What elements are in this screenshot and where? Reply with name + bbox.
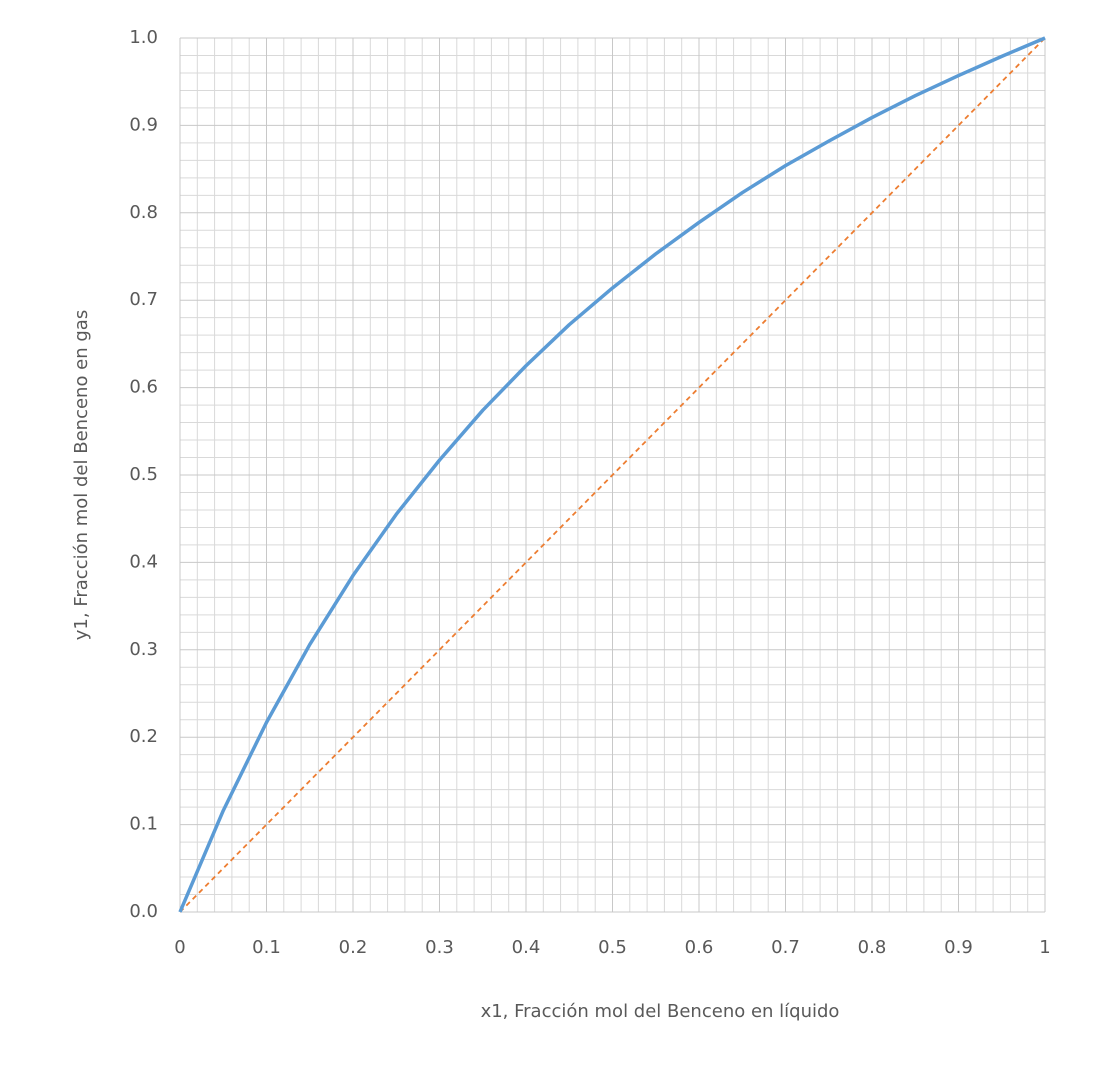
x-tick-label: 0.3 xyxy=(425,937,454,958)
x-tick-label: 0.1 xyxy=(252,937,281,958)
x-axis-label: x1, Fracción mol del Benceno en líquido xyxy=(481,1001,840,1022)
y-tick-label: 0.7 xyxy=(129,289,158,310)
y-tick-label: 0.4 xyxy=(129,551,158,572)
x-tick-label: 0.5 xyxy=(598,937,627,958)
y-tick-label: 0.8 xyxy=(129,202,158,223)
y-tick-label: 0.9 xyxy=(129,114,158,135)
data-line xyxy=(179,37,1046,913)
x-tick-label: 0.9 xyxy=(944,937,973,958)
x-tick-label: 0.4 xyxy=(512,937,541,958)
y-axis-label: y1, Fracción mol del Benceno en gas xyxy=(71,310,92,640)
y-tick-label: 0.3 xyxy=(129,639,158,660)
y-tick-label: 0.6 xyxy=(129,377,158,398)
x-tick-label: 0.7 xyxy=(771,937,800,958)
data-line xyxy=(178,36,1046,913)
y-tick-label: 1.0 xyxy=(129,27,158,48)
x-tick-label: 1 xyxy=(1039,937,1050,958)
x-tick-label: 0 xyxy=(174,937,185,958)
y-tick-label: 0.5 xyxy=(129,464,158,485)
y-tick-label: 0.0 xyxy=(129,901,158,922)
y-tick-label: 0.1 xyxy=(129,814,158,835)
grid xyxy=(179,37,1046,913)
x-tick-label: 0.2 xyxy=(339,937,368,958)
x-tick-label: 0.8 xyxy=(858,937,887,958)
y-tick-label: 0.2 xyxy=(129,726,158,747)
x-tick-label: 0.6 xyxy=(685,937,714,958)
